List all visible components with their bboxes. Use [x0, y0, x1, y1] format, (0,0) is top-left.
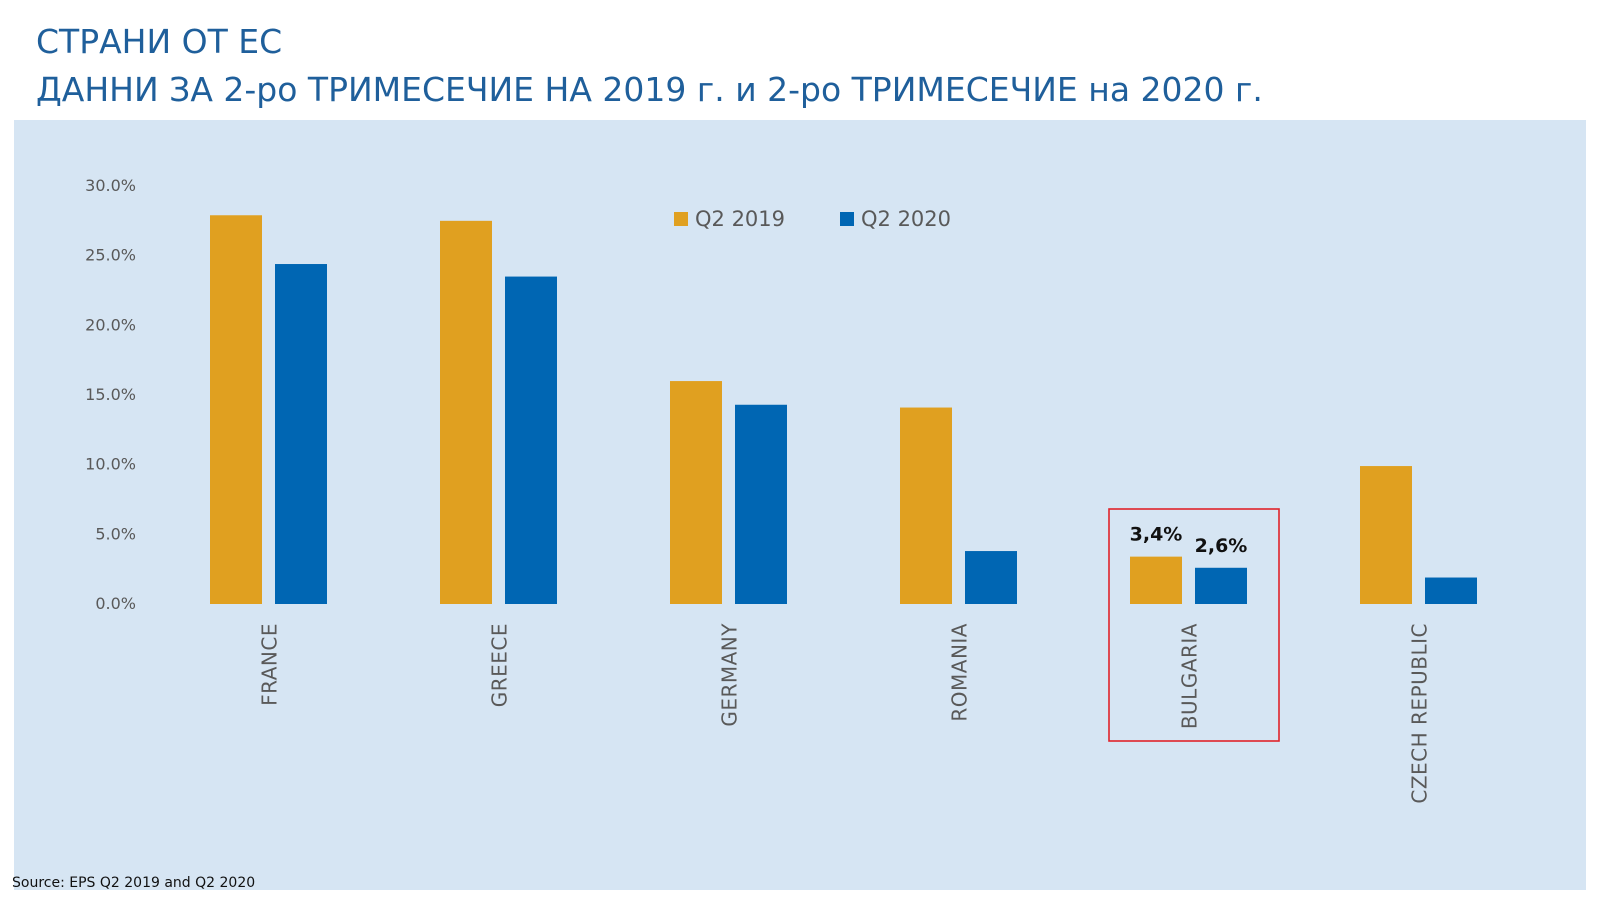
bar-greece-q2-2020 [505, 276, 557, 604]
page-title: СТРАНИ ОТ ЕС [36, 22, 283, 61]
x-tick-label-france: FRANCE [258, 623, 282, 706]
y-tick-label: 5.0% [95, 524, 136, 543]
legend-swatch-q2-2019 [674, 212, 688, 226]
legend-swatch-q2-2020 [840, 212, 854, 226]
source-note: Source: EPS Q2 2019 and Q2 2020 [12, 875, 256, 891]
page-subtitle: ДАННИ ЗА 2-ро ТРИМЕСЕЧИЕ НА 2019 г. и 2-… [36, 70, 1263, 109]
highlight-box-bulgaria [1108, 508, 1280, 742]
chart-panel: 0.0% 5.0% 10.0% 15.0% 20.0% 25.0% 30.0% FRANCE G… [14, 120, 1586, 890]
y-tick-label: 20.0% [85, 315, 136, 334]
bar-chart: 0.0% 5.0% 10.0% 15.0% 20.0% 25.0% 30.0% FRANCE G… [85, 176, 1477, 804]
x-tick-label-greece: GREECE [488, 623, 512, 707]
bar-germany-q2-2020 [735, 404, 787, 604]
x-tick-label-germany: GERMANY [718, 623, 742, 727]
data-label-bulgaria-q2-2019: 3,4% [1130, 524, 1183, 546]
bar-czech-republic-q2-2019 [1360, 466, 1412, 604]
data-label-bulgaria-q2-2020: 2,6% [1195, 535, 1248, 557]
y-tick-label: 30.0% [85, 176, 136, 195]
y-tick-label: 15.0% [85, 385, 136, 404]
bar-romania-q2-2020 [965, 551, 1017, 604]
bar-czech-republic-q2-2020 [1425, 577, 1477, 604]
bar-greece-q2-2019 [440, 220, 492, 604]
legend-label-q2-2019: Q2 2019 [695, 207, 785, 231]
x-tick-label-bulgaria: BULGARIA [1178, 623, 1202, 729]
y-tick-label: 0.0% [95, 594, 136, 613]
bar-france-q2-2020 [275, 264, 327, 604]
bar-bulgaria-q2-2020 [1195, 567, 1247, 604]
y-tick-label: 10.0% [85, 455, 136, 474]
bar-bulgaria-q2-2019 [1130, 556, 1182, 604]
bar-france-q2-2019 [210, 215, 262, 604]
bar-germany-q2-2019 [670, 381, 722, 604]
bar-romania-q2-2019 [900, 407, 952, 604]
legend-label-q2-2020: Q2 2020 [861, 207, 951, 231]
y-tick-label: 25.0% [85, 246, 136, 265]
x-tick-label-romania: ROMANIA [948, 623, 972, 722]
x-tick-label-czech-republic: CZECH REPUBLIC [1408, 623, 1432, 804]
